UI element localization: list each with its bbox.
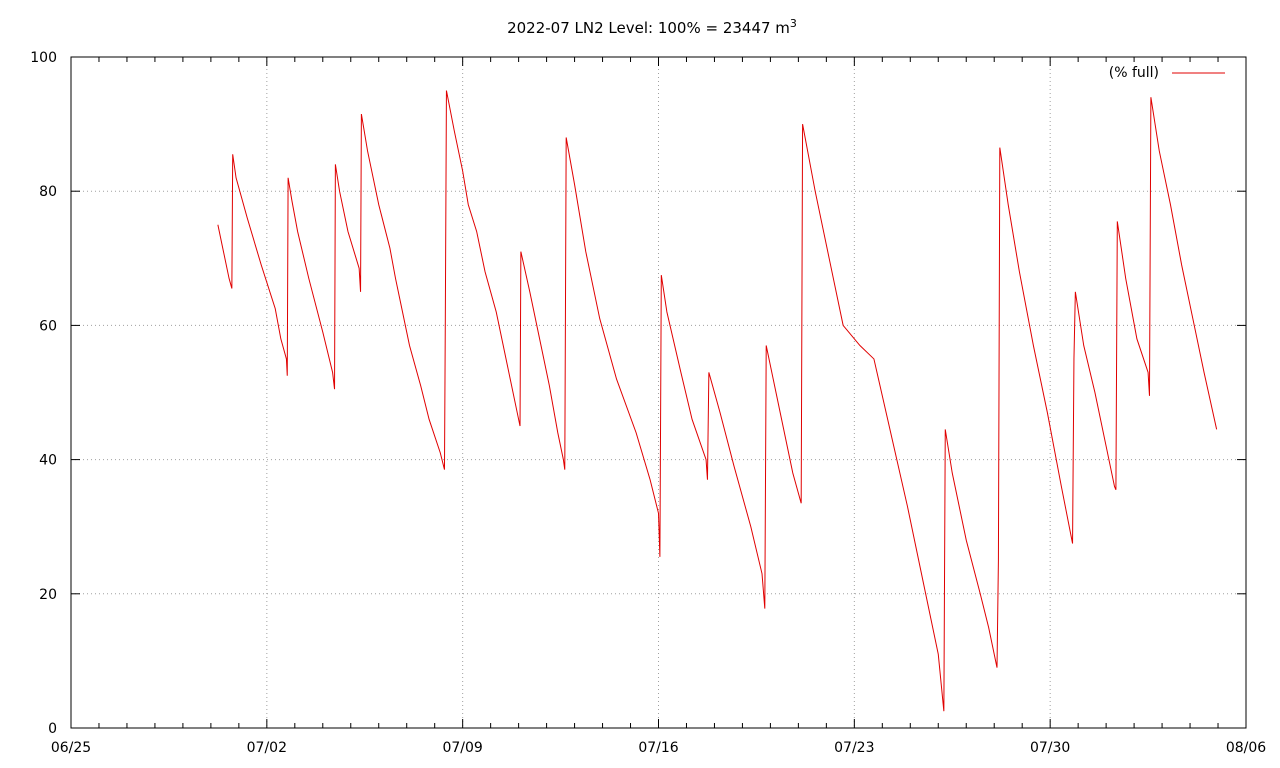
- chart-title: 2022-07 LN2 Level: 100% = 23447 m3: [507, 17, 797, 37]
- x-tick-label: 07/09: [442, 740, 482, 756]
- x-tick-label: 07/16: [638, 740, 678, 756]
- grid: [71, 57, 1246, 728]
- y-tick-label: 60: [39, 318, 57, 334]
- x-tick-label: 07/23: [834, 740, 874, 756]
- axis-ticks: [70, 56, 1247, 729]
- x-tick-label: 07/30: [1030, 740, 1070, 756]
- y-tick-label: 100: [30, 50, 57, 66]
- series-layer: [217, 90, 1218, 712]
- tick-labels: 0 20 40 60 80 100 06/25 07/02 07/09 07/16 07/23 07/…: [30, 50, 1266, 756]
- x-tick-label: 07/02: [247, 740, 287, 756]
- legend: (% full): [1109, 65, 1225, 81]
- y-tick-label: 20: [39, 587, 57, 603]
- series-line-percent-full: [217, 90, 1218, 712]
- legend-label: (% full): [1109, 65, 1159, 81]
- y-tick-label: 0: [48, 721, 57, 737]
- x-tick-label: 06/25: [51, 740, 91, 756]
- chart-title-superscript: 3: [790, 17, 797, 30]
- y-tick-label: 80: [39, 184, 57, 200]
- y-tick-label: 40: [39, 453, 57, 469]
- x-tick-label: 08/06: [1226, 740, 1266, 756]
